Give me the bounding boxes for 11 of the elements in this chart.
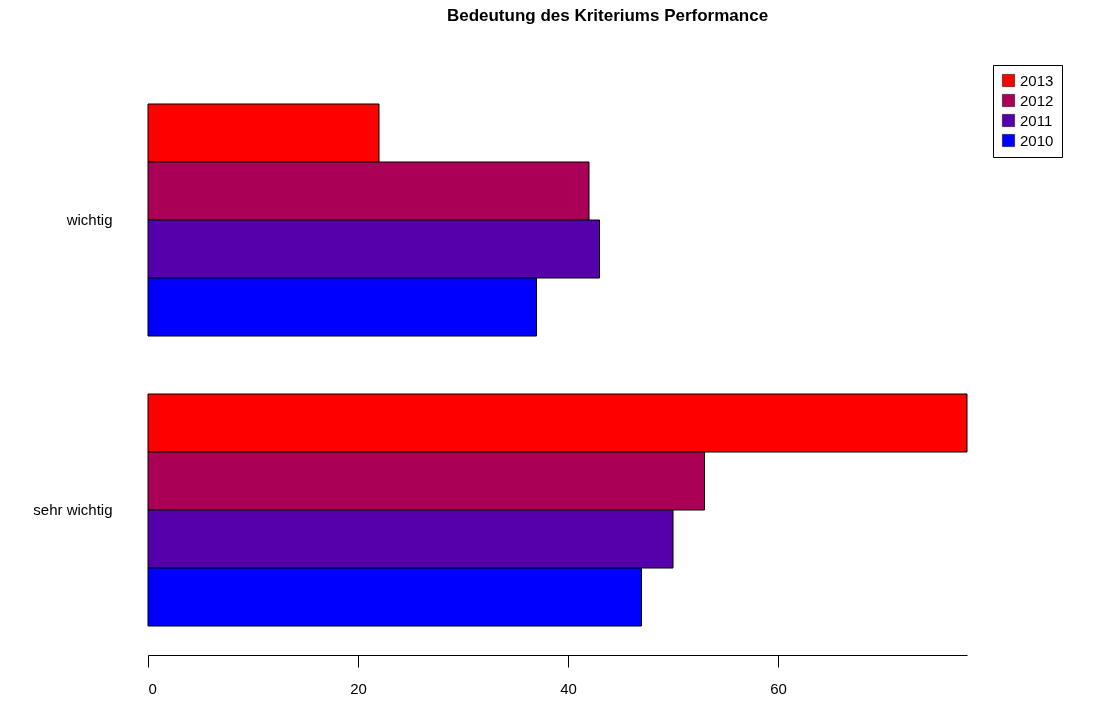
x-tick-label: 20 xyxy=(350,679,367,697)
legend-label: 2011 xyxy=(1020,111,1053,129)
y-tick-label: sehr wichtig xyxy=(33,501,113,518)
chart-title: Bedeutung des Kriteriums Performance xyxy=(446,5,769,25)
x-tick-label: 60 xyxy=(770,679,787,697)
x-tick-label: 0 xyxy=(148,679,157,697)
x-tick-label: 40 xyxy=(560,679,577,697)
y-tick-label: wichtig xyxy=(65,211,113,228)
legend-label: 2010 xyxy=(1020,131,1054,149)
legend-label: 2012 xyxy=(1020,91,1054,109)
legend-label: 2013 xyxy=(1020,71,1054,89)
